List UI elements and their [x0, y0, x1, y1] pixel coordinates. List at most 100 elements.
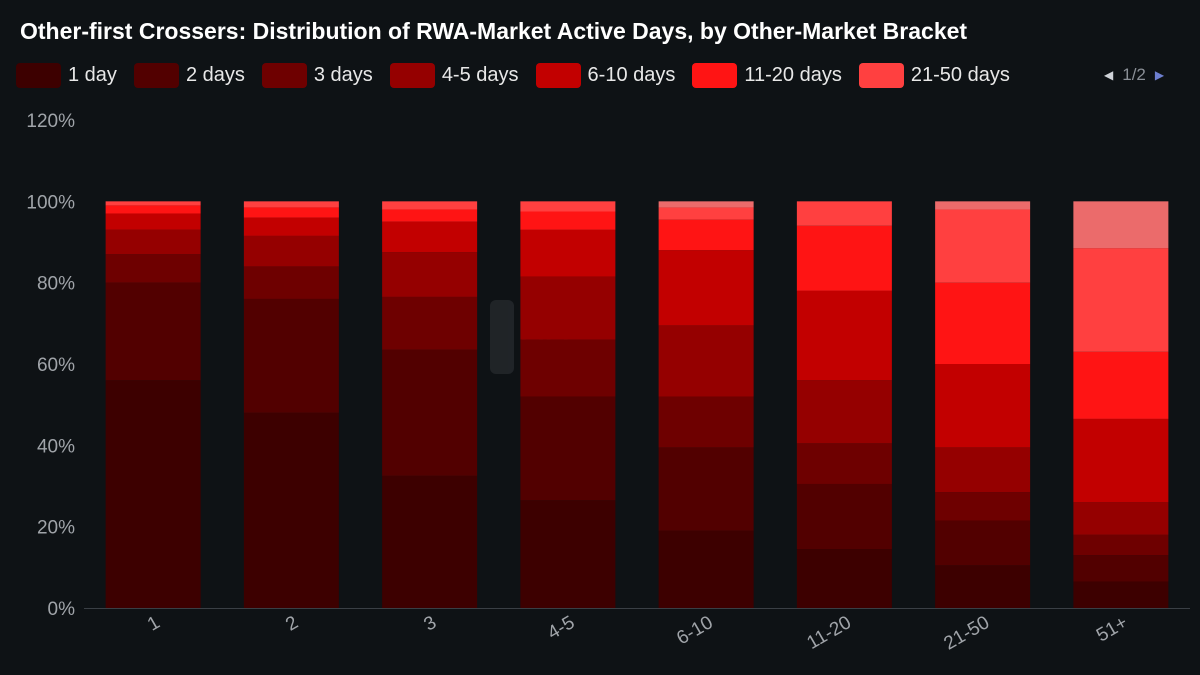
- bar-segment-3-21-50-days[interactable]: [382, 201, 478, 210]
- bar-segment-21-50-6-10-days[interactable]: [935, 364, 1031, 448]
- bar-segment-51-2-days[interactable]: [1073, 555, 1169, 582]
- bar-segment-4-5-2-days[interactable]: [520, 396, 616, 501]
- bar-stack-51: [1073, 201, 1169, 608]
- legend-item-3-days[interactable]: 3 days: [261, 62, 373, 88]
- bar-segment-4-5-11-20-days[interactable]: [520, 211, 616, 230]
- bar-segment-6-10-21-50-days[interactable]: [658, 207, 754, 220]
- y-tick-label: 80%: [37, 274, 75, 295]
- bar-segment-1-3-days[interactable]: [105, 254, 201, 283]
- bar-segment-6-10-2-days[interactable]: [658, 447, 754, 531]
- bar-stack-3: [382, 201, 478, 608]
- bar-segment-51-11-20-days[interactable]: [1073, 351, 1169, 419]
- bar-segment-51-1-day[interactable]: [1073, 581, 1169, 608]
- legend-label: 11-20 days: [744, 63, 842, 86]
- legend-swatch: [389, 62, 435, 88]
- x-tick-label: 51+: [1093, 612, 1131, 646]
- bars: [105, 201, 1169, 608]
- bar-segment-11-20-3-days[interactable]: [796, 443, 892, 484]
- bar-segment-11-20-21-50-days[interactable]: [796, 201, 892, 226]
- legend: 1 day 2 days 3 days 4-5 days 6-10 days 11-20 …: [16, 60, 1027, 90]
- bar-segment-3-6-10-days[interactable]: [382, 221, 478, 253]
- bar-segment-3-1-day[interactable]: [382, 475, 478, 608]
- bar-segment-51-3-days[interactable]: [1073, 534, 1169, 556]
- bar-segment-6-10-1-day[interactable]: [658, 530, 754, 608]
- y-tick-label: 20%: [37, 518, 75, 539]
- bar-segment-11-20-4-5-days[interactable]: [796, 380, 892, 444]
- legend-swatch: [692, 62, 738, 88]
- x-tick-label: 1: [144, 612, 164, 635]
- bar-segment-21-50-51-days[interactable]: [935, 201, 1031, 210]
- legend-swatch: [858, 62, 904, 88]
- legend-label: 2 days: [185, 63, 245, 86]
- bar-stack-6-10: [658, 201, 754, 608]
- x-tick-label: 3: [420, 612, 440, 635]
- bar-segment-4-5-6-10-days[interactable]: [520, 229, 616, 277]
- bar-segment-2-4-5-days[interactable]: [243, 235, 339, 267]
- bar-segment-1-11-20-days[interactable]: [105, 205, 201, 214]
- legend-item-2-days[interactable]: 2 days: [133, 62, 245, 88]
- bar-segment-11-20-1-day[interactable]: [796, 549, 892, 608]
- bar-segment-3-4-5-days[interactable]: [382, 252, 478, 297]
- legend-label: 21-50 days: [910, 63, 1010, 86]
- bar-segment-4-5-1-day[interactable]: [520, 500, 616, 608]
- bar-segment-1-1-day[interactable]: [105, 380, 201, 608]
- y-tick-label: 60%: [37, 355, 75, 376]
- bar-segment-21-50-4-5-days[interactable]: [935, 447, 1031, 493]
- legend-swatch: [535, 62, 581, 88]
- bar-segment-2-6-10-days[interactable]: [243, 217, 339, 236]
- x-tick-label: 11-20: [804, 612, 855, 654]
- bar-segment-4-5-21-50-days[interactable]: [520, 201, 616, 212]
- bar-segment-4-5-3-days[interactable]: [520, 339, 616, 397]
- bar-segment-21-50-2-days[interactable]: [935, 520, 1031, 566]
- bar-segment-1-6-10-days[interactable]: [105, 213, 201, 230]
- bar-segment-6-10-51-days[interactable]: [658, 201, 754, 208]
- legend-item-4-5-days[interactable]: 4-5 days: [389, 62, 519, 88]
- bar-segment-21-50-21-50-days[interactable]: [935, 209, 1031, 283]
- bar-segment-51-21-50-days[interactable]: [1073, 248, 1169, 352]
- legend-prev-icon[interactable]: ◀: [1104, 68, 1114, 82]
- bar-segment-1-4-5-days[interactable]: [105, 229, 201, 255]
- legend-item-21-50-days[interactable]: 21-50 days: [858, 62, 1010, 88]
- legend-swatch: [16, 62, 61, 88]
- bar-segment-1-21-50-days[interactable]: [105, 201, 201, 206]
- y-axis-labels: 0% 20% 40% 60% 80% 100% 120%: [26, 111, 75, 620]
- bar-segment-21-50-11-20-days[interactable]: [935, 282, 1031, 364]
- bar-segment-21-50-1-day[interactable]: [935, 565, 1031, 608]
- bar-stack-11-20: [796, 201, 892, 608]
- bar-segment-1-2-days[interactable]: [105, 282, 201, 381]
- bar-segment-4-5-4-5-days[interactable]: [520, 276, 616, 340]
- legend-item-11-20-days[interactable]: 11-20 days: [692, 62, 842, 88]
- legend-item-1-day[interactable]: 1 day: [16, 62, 117, 88]
- legend-label: 3 days: [313, 63, 373, 86]
- bar-segment-11-20-6-10-days[interactable]: [796, 290, 892, 381]
- legend-label: 4-5 days: [441, 63, 519, 86]
- legend-label: 6-10 days: [587, 63, 676, 86]
- bar-segment-11-20-2-days[interactable]: [796, 483, 892, 550]
- legend-item-6-10-days[interactable]: 6-10 days: [535, 62, 676, 88]
- bar-segment-3-3-days[interactable]: [382, 296, 478, 350]
- bar-segment-3-2-days[interactable]: [382, 349, 478, 476]
- bar-stack-4-5: [520, 201, 616, 608]
- bar-segment-2-1-day[interactable]: [243, 412, 339, 608]
- legend-swatch: [133, 62, 179, 88]
- bar-segment-2-11-20-days[interactable]: [243, 207, 339, 218]
- chart-title: Other-first Crossers: Distribution of RW…: [20, 18, 968, 44]
- y-tick-label: 120%: [26, 111, 75, 132]
- y-tick-label: 0%: [48, 599, 76, 620]
- bar-segment-51-51-days[interactable]: [1073, 201, 1169, 249]
- bar-segment-2-3-days[interactable]: [243, 266, 339, 299]
- bar-segment-11-20-11-20-days[interactable]: [796, 225, 892, 291]
- bar-segment-6-10-4-5-days[interactable]: [658, 325, 754, 397]
- bar-segment-51-6-10-days[interactable]: [1073, 418, 1169, 503]
- x-tick-label: 21-50: [941, 612, 994, 654]
- bar-segment-3-11-20-days[interactable]: [382, 209, 478, 222]
- bar-segment-2-21-50-days[interactable]: [243, 201, 339, 208]
- bar-segment-51-4-5-days[interactable]: [1073, 502, 1169, 535]
- bar-segment-21-50-3-days[interactable]: [935, 492, 1031, 521]
- bar-segment-6-10-6-10-days[interactable]: [658, 250, 754, 326]
- bar-segment-6-10-3-days[interactable]: [658, 396, 754, 448]
- legend-next-icon[interactable]: ▶: [1154, 68, 1165, 82]
- bar-segment-6-10-11-20-days[interactable]: [658, 219, 754, 251]
- bar-segment-2-2-days[interactable]: [243, 298, 339, 413]
